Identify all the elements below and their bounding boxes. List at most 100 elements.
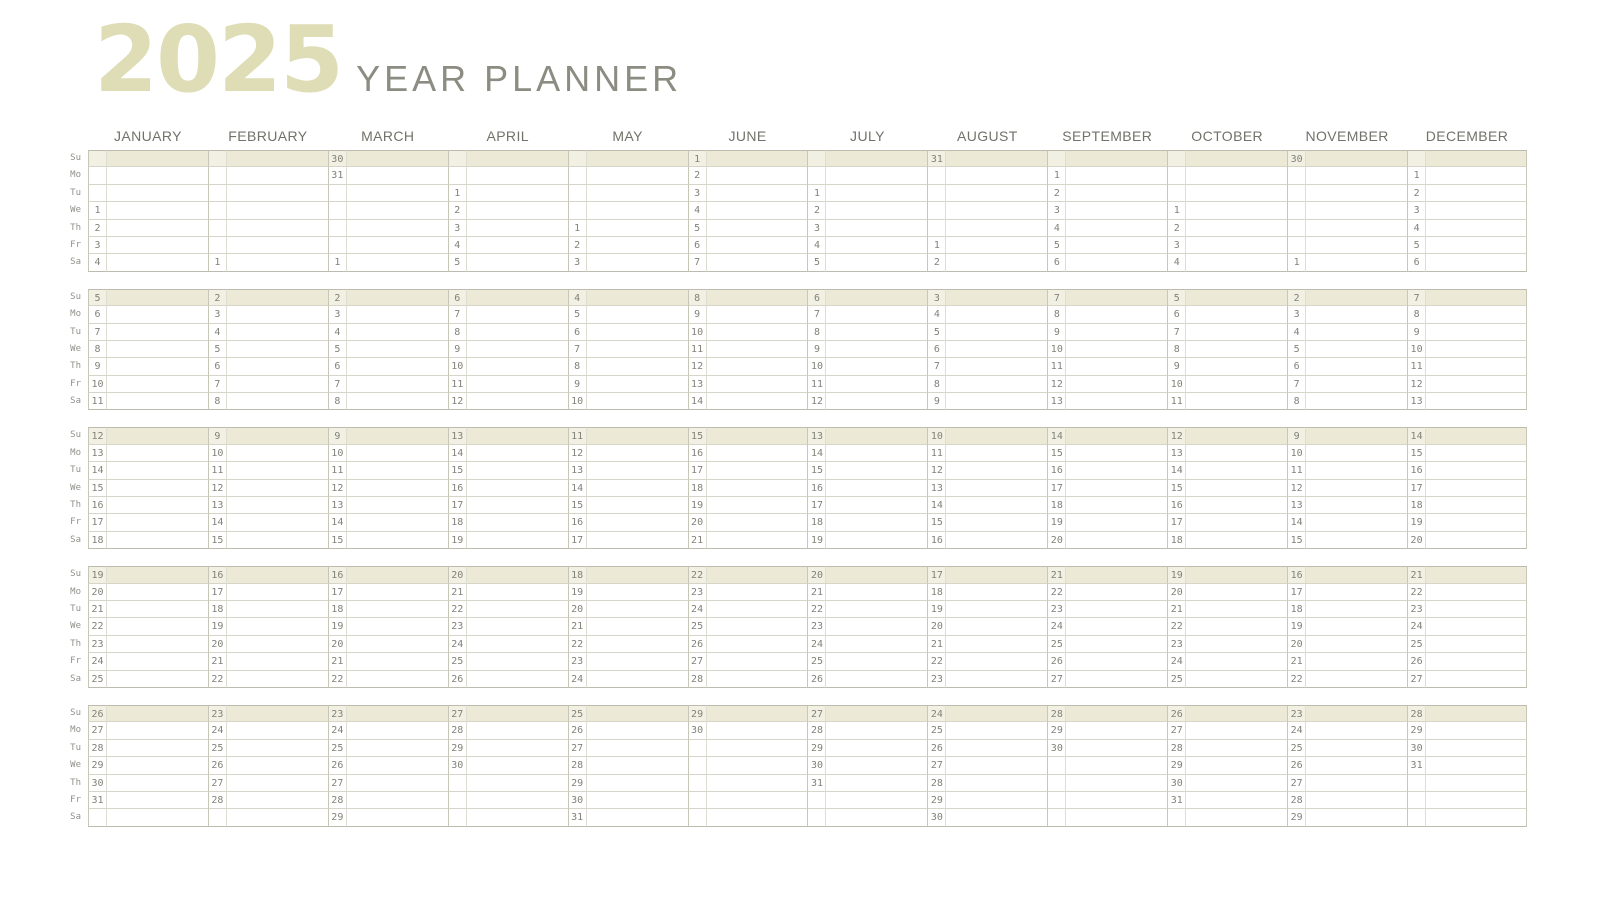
notes-cell (1425, 566, 1527, 584)
day-number-cell (1407, 150, 1426, 168)
notes-cell (945, 600, 1048, 619)
day-label: Fr (62, 375, 88, 394)
day-number-cell: 25 (327, 739, 346, 758)
notes-cell (1065, 809, 1168, 827)
notes-cell (1425, 184, 1527, 203)
notes-cell (825, 393, 928, 411)
notes-cell (465, 722, 568, 740)
day-number-cell: 24 (1047, 618, 1066, 636)
notes-cell (825, 254, 928, 272)
notes-cell (1425, 514, 1527, 532)
day-number-cell: 27 (1287, 774, 1306, 792)
notes-cell (825, 479, 928, 498)
day-number-cell: 7 (1407, 288, 1426, 307)
notes-cell (345, 236, 448, 255)
notes-cell (945, 514, 1048, 532)
day-number-cell: 16 (1167, 497, 1186, 515)
day-number-cell: 19 (927, 600, 946, 619)
day-number-cell: 15 (88, 479, 106, 498)
day-number-cell: 22 (807, 600, 826, 619)
day-number-cell: 19 (1407, 514, 1426, 532)
day-number-cell: 9 (1407, 323, 1426, 341)
notes-cell (585, 219, 688, 237)
day-number-cell: 11 (447, 375, 466, 394)
notes-cell (825, 150, 928, 168)
notes-cell (345, 150, 448, 168)
notes-cell (345, 497, 448, 515)
notes-cell (106, 739, 208, 758)
day-number-cell: 20 (567, 600, 586, 619)
day-number-cell: 31 (1407, 757, 1426, 775)
notes-cell (225, 375, 328, 394)
day-number-cell: 29 (327, 809, 346, 827)
notes-cell (465, 254, 568, 272)
notes-cell (585, 288, 688, 307)
notes-cell (345, 618, 448, 636)
notes-cell (345, 566, 448, 584)
day-number-cell: 16 (687, 444, 706, 463)
notes-cell (825, 288, 928, 307)
notes-cell (1065, 184, 1168, 203)
day-number-cell: 24 (1407, 618, 1426, 636)
day-number-cell: 27 (327, 774, 346, 792)
year-calendar: JANUARY FEBRUARY MARCH APRIL MAY JUNE JULY AUGU… (62, 124, 1527, 827)
day-number-cell: 8 (1287, 393, 1306, 411)
notes-cell (585, 704, 688, 723)
notes-cell (1305, 375, 1408, 394)
month-header-november: NOVEMBER (1305, 128, 1389, 144)
notes-cell (945, 531, 1048, 550)
day-number-cell: 25 (447, 653, 466, 671)
notes-cell (945, 704, 1048, 723)
notes-cell (945, 219, 1048, 237)
notes-cell (1425, 739, 1527, 758)
notes-cell (345, 444, 448, 463)
notes-cell (705, 202, 808, 220)
day-number-cell: 11 (1167, 393, 1186, 411)
day-number-cell: 22 (88, 618, 106, 636)
notes-cell (106, 670, 208, 688)
notes-cell (705, 670, 808, 688)
notes-cell (945, 288, 1048, 307)
day-number-cell: 21 (1047, 566, 1066, 584)
notes-cell (225, 653, 328, 671)
notes-cell (825, 358, 928, 376)
week-block-1: Su 30 1 31 30 Mo 31 2 1 1 Tu 1 3 1 2 2 We 1 2 4 2 3 1 3 Th 2 3 1 5 3 4… (62, 150, 1527, 272)
day-number-cell: 17 (567, 531, 586, 550)
month-header-april: APRIL (486, 128, 529, 144)
day-number-cell: 4 (807, 236, 826, 255)
notes-cell (825, 653, 928, 671)
notes-cell (225, 358, 328, 376)
notes-cell (1185, 618, 1288, 636)
day-number-cell: 28 (1407, 704, 1426, 723)
notes-cell (585, 167, 688, 185)
day-number-cell: 17 (207, 583, 226, 601)
notes-cell (1185, 791, 1288, 810)
notes-cell (1305, 323, 1408, 341)
notes-cell (465, 184, 568, 203)
notes-cell (585, 462, 688, 480)
day-label: Th (62, 497, 88, 515)
planner-grid: Su 30 1 31 30 Mo 31 2 1 1 Tu 1 3 1 2 2 We 1 2 4 2 3 1 3 Th 2 3 1 5 3 4… (62, 150, 1527, 827)
day-number-cell (1287, 236, 1306, 255)
day-number-cell: 6 (1047, 254, 1066, 272)
notes-cell (1425, 809, 1527, 827)
notes-cell (106, 479, 208, 498)
notes-cell (1065, 653, 1168, 671)
notes-cell (465, 462, 568, 480)
day-number-cell (447, 167, 466, 185)
day-number-cell: 13 (447, 427, 466, 445)
day-number-cell (447, 774, 466, 792)
notes-cell (106, 393, 208, 411)
week-block-4: Su 19 16 16 20 18 22 20 17 21 19 16 21 Mo 20 17 17 21 19 23… (62, 566, 1527, 688)
day-number-cell: 23 (1407, 600, 1426, 619)
day-number-cell: 22 (207, 670, 226, 688)
day-number-cell: 13 (1167, 444, 1186, 463)
notes-cell (345, 479, 448, 498)
day-number-cell: 3 (927, 288, 946, 307)
day-number-cell: 23 (927, 670, 946, 688)
day-number-cell: 29 (1167, 757, 1186, 775)
day-number-cell: 24 (207, 722, 226, 740)
notes-cell (1065, 444, 1168, 463)
notes-cell (825, 375, 928, 394)
notes-cell (1305, 531, 1408, 550)
